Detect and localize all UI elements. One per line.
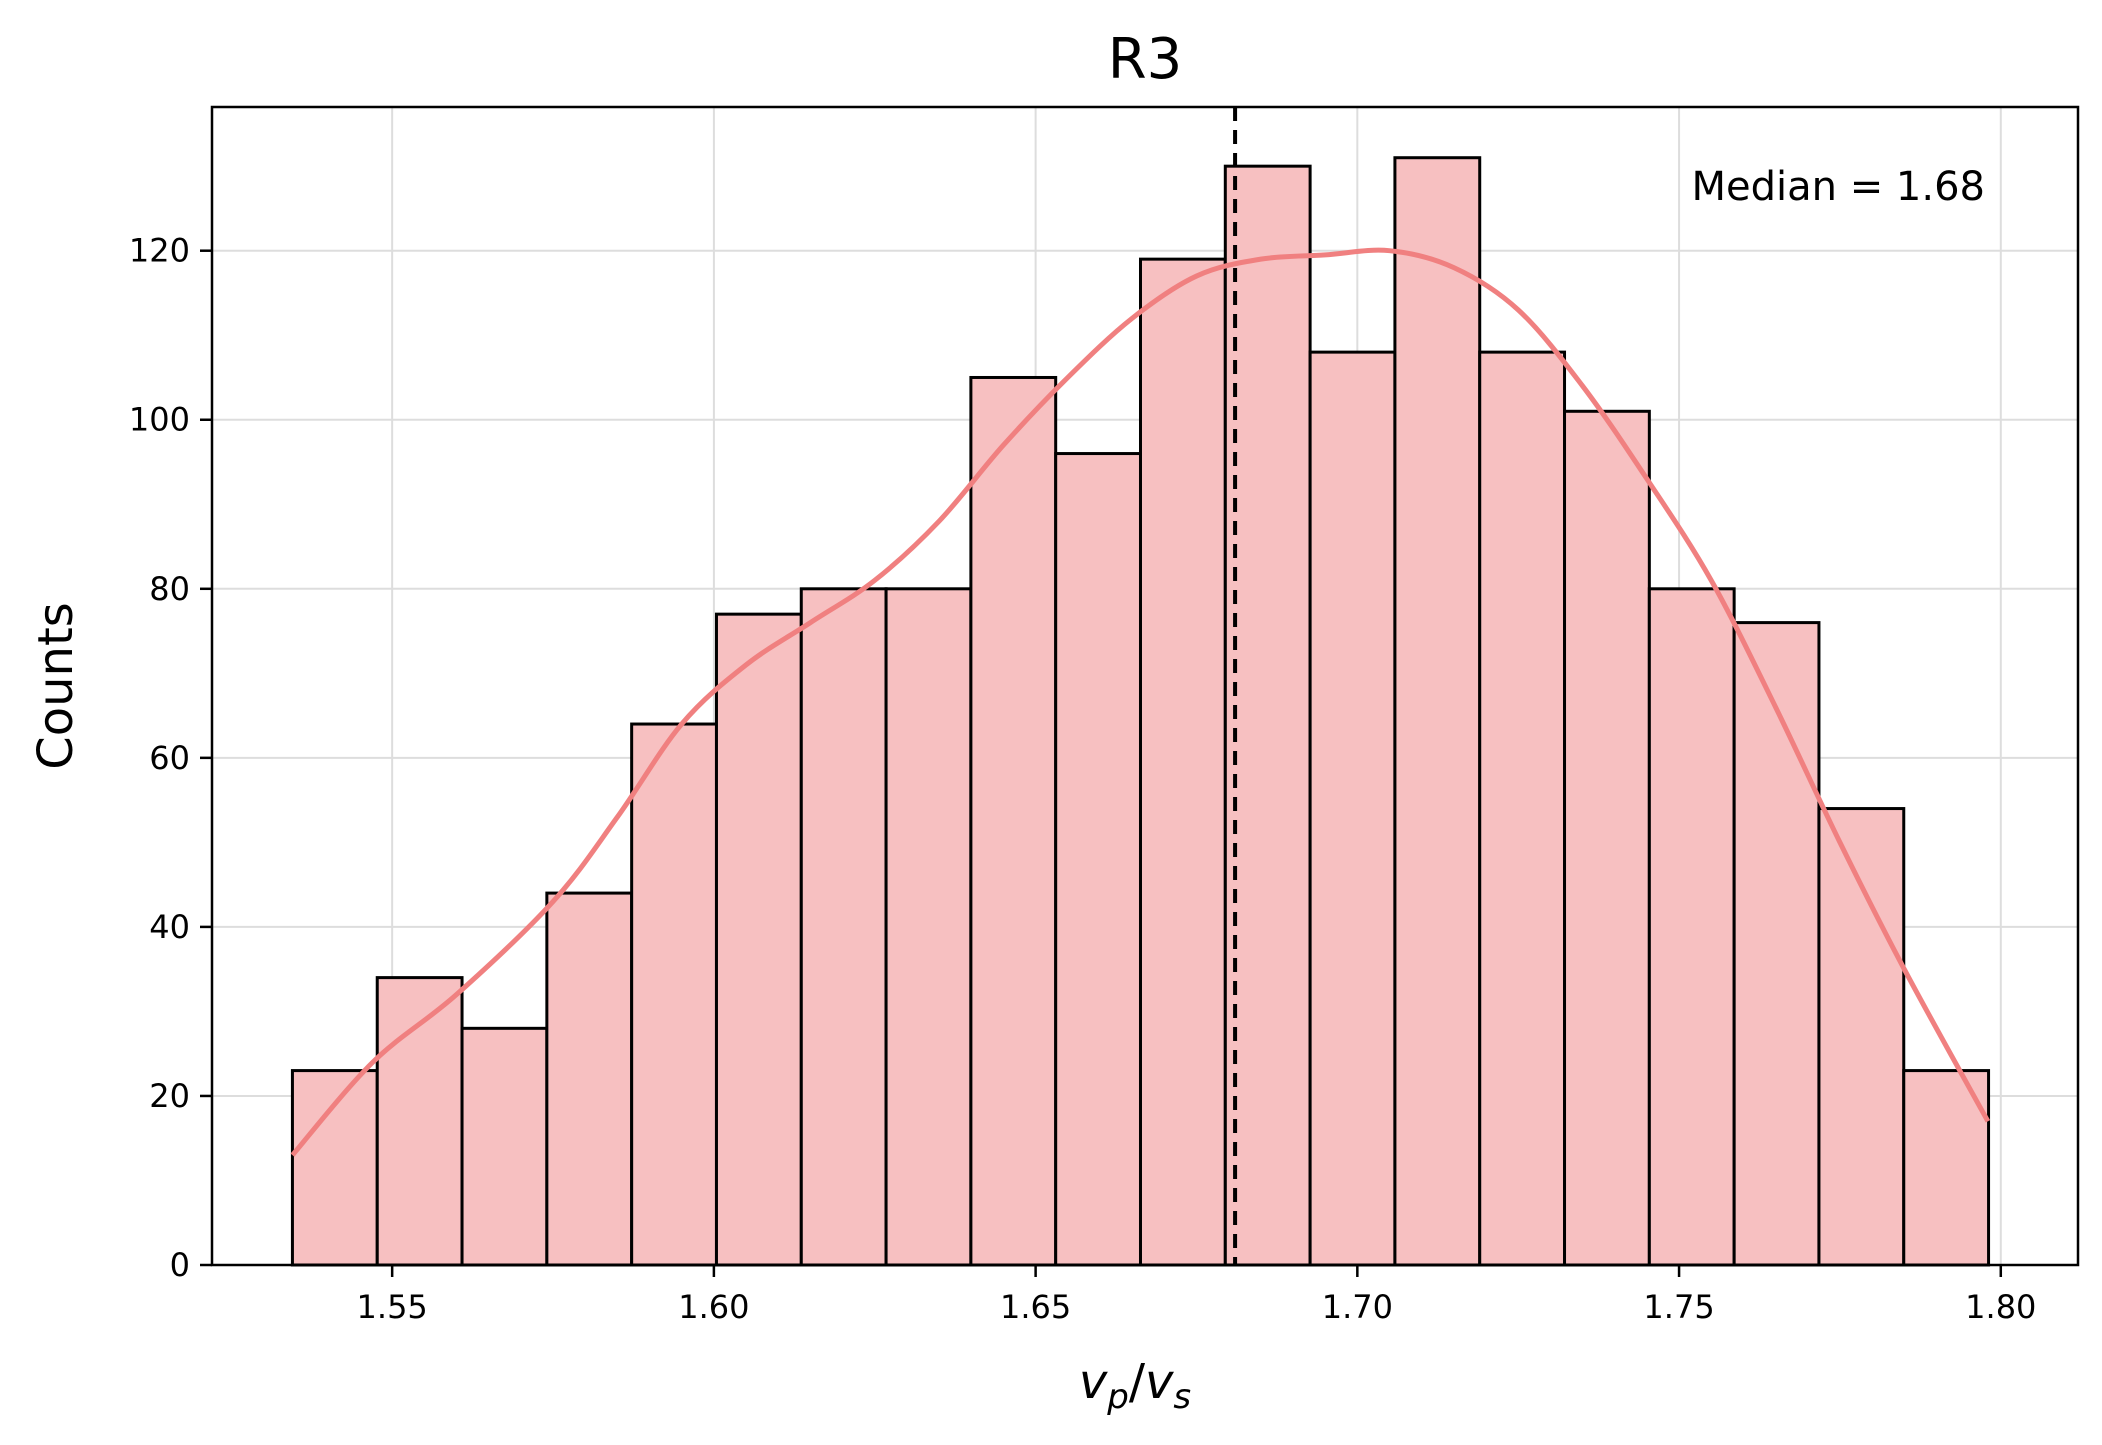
y-tick-label-4: 80 <box>149 570 190 608</box>
x-tick-label-5: 1.80 <box>1965 1288 2036 1326</box>
y-tick-label-6: 120 <box>129 232 190 270</box>
histogram-bar-16 <box>1647 587 1736 1267</box>
x-label-p: p <box>1106 1377 1129 1417</box>
histogram-bar-18 <box>1817 807 1906 1267</box>
histogram-bar-9 <box>1054 452 1142 1267</box>
x-label-v2: v <box>1145 1354 1174 1410</box>
chart-title: R3 <box>1108 27 1183 92</box>
plot-frame <box>210 105 2080 1267</box>
median-annotation: Median = 1.68 <box>1692 164 1986 210</box>
x-label-slash: / <box>1129 1354 1146 1410</box>
histogram-bar-6 <box>799 587 888 1267</box>
histogram-bar-14 <box>1478 350 1567 1267</box>
y-tick-label-3: 60 <box>149 739 190 777</box>
y-tick-label-5: 100 <box>129 401 190 439</box>
histogram-bar-2 <box>460 1026 549 1267</box>
histogram-bar-10 <box>1138 257 1227 1267</box>
histogram-bar-7 <box>884 587 973 1267</box>
y-axis-ticks: 0 20 40 60 80 100 120 <box>129 232 212 1284</box>
x-tick-label-4: 1.75 <box>1643 1288 1714 1326</box>
x-tick-label-2: 1.65 <box>1000 1288 1071 1326</box>
histogram-bar-5 <box>714 612 803 1267</box>
histogram-bar-3 <box>545 891 634 1267</box>
histogram-bar-11 <box>1223 164 1312 1267</box>
y-axis-label: Counts <box>28 602 84 770</box>
histogram-bar-15 <box>1563 409 1651 1267</box>
y-tick-label-0: 0 <box>170 1246 190 1284</box>
kde-curve <box>290 247 1991 1157</box>
histogram-bar-8 <box>969 375 1058 1267</box>
x-label-s: s <box>1173 1377 1191 1417</box>
histogram-bar-4 <box>630 722 718 1267</box>
x-axis-ticks: 1.55 1.60 1.65 1.70 1.75 1.80 <box>357 1265 2036 1326</box>
x-axis-label: vp/vs <box>1079 1354 1191 1417</box>
histogram-bar-12 <box>1308 350 1397 1267</box>
histogram-bar-1 <box>375 976 464 1267</box>
y-tick-label-2: 40 <box>149 908 190 946</box>
x-label-v: v <box>1079 1354 1108 1410</box>
y-tick-label-1: 20 <box>149 1077 190 1115</box>
x-tick-label-0: 1.55 <box>357 1288 428 1326</box>
x-tick-label-1: 1.60 <box>678 1288 749 1326</box>
histogram-bar-13 <box>1393 156 1482 1267</box>
histogram-bar-0 <box>290 1069 379 1267</box>
histogram-bars <box>290 156 1991 1267</box>
histogram-bar-19 <box>1902 1069 1991 1267</box>
x-tick-label-3: 1.70 <box>1322 1288 1393 1326</box>
histogram-bar-17 <box>1732 621 1821 1267</box>
